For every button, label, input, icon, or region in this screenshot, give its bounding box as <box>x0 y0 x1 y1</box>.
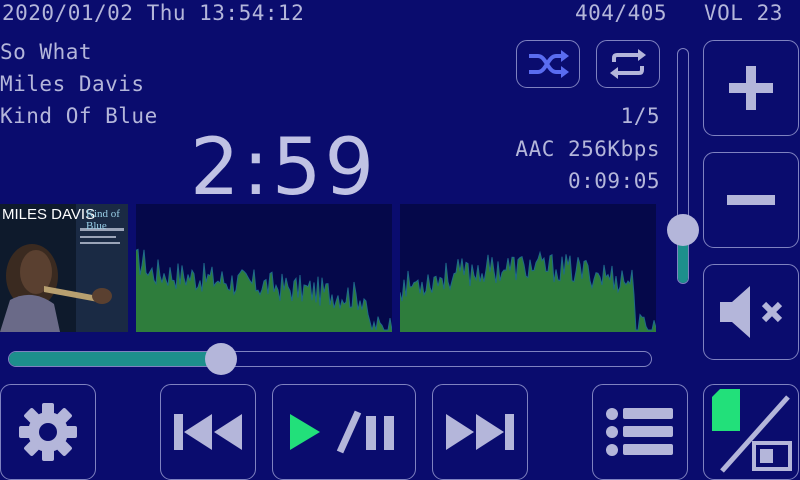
playlist-icon <box>606 408 673 456</box>
repeat-button[interactable] <box>596 40 660 88</box>
volume-up-button[interactable] <box>703 40 799 136</box>
spectrum-right <box>400 204 656 332</box>
datetime: 2020/01/02 Thu 13:54:12 <box>2 1 305 25</box>
playlist-button[interactable] <box>592 384 688 480</box>
play-pause-icon <box>290 410 394 454</box>
volume-slider-fill <box>678 228 688 283</box>
album-art-artist: MILES DAVIS <box>2 206 96 223</box>
volume-label: VOL 23 <box>704 1 783 25</box>
skip-next-icon <box>446 414 514 450</box>
mute-icon <box>720 286 783 338</box>
play-pause-button[interactable] <box>272 384 416 480</box>
elapsed-time: 2:59 <box>190 123 378 213</box>
gear-icon <box>19 403 77 461</box>
track-counter: 404/405 <box>575 1 668 25</box>
volume-slider-track[interactable] <box>677 48 689 284</box>
skip-previous-icon <box>174 414 242 450</box>
album-art: MILES DAVIS Kind of Blue <box>0 204 128 332</box>
settings-button[interactable] <box>0 384 96 480</box>
spectrum-line <box>400 250 656 331</box>
seek-bar-knob[interactable] <box>204 343 237 375</box>
seek-bar-track[interactable] <box>8 351 652 367</box>
track-duration: 0:09:05 <box>567 169 660 193</box>
volume-slider-knob[interactable] <box>667 213 699 246</box>
mute-button[interactable] <box>703 264 799 360</box>
previous-button[interactable] <box>160 384 256 480</box>
album-art-title: Kind of Blue <box>86 208 120 232</box>
track-title: So What <box>0 40 93 64</box>
sd-card-usb-icon <box>712 389 792 473</box>
spectrum-line <box>136 248 392 331</box>
volume-down-button[interactable] <box>703 152 799 248</box>
spectrum-area <box>400 252 656 332</box>
repeat-icon <box>610 49 646 79</box>
spectrum-area <box>136 249 392 332</box>
track-artist: Miles Davis <box>0 72 145 96</box>
shuffle-icon <box>529 50 569 78</box>
codec-bitrate: AAC 256Kbps <box>515 137 660 161</box>
track-album: Kind Of Blue <box>0 104 158 128</box>
plus-icon <box>729 66 773 110</box>
storage-button[interactable] <box>703 384 799 480</box>
seek-bar-fill <box>9 352 222 366</box>
spectrum-left <box>136 204 392 332</box>
shuffle-button[interactable] <box>516 40 580 88</box>
next-button[interactable] <box>432 384 528 480</box>
minus-icon <box>727 195 775 205</box>
playlist-index: 1/5 <box>620 104 660 128</box>
